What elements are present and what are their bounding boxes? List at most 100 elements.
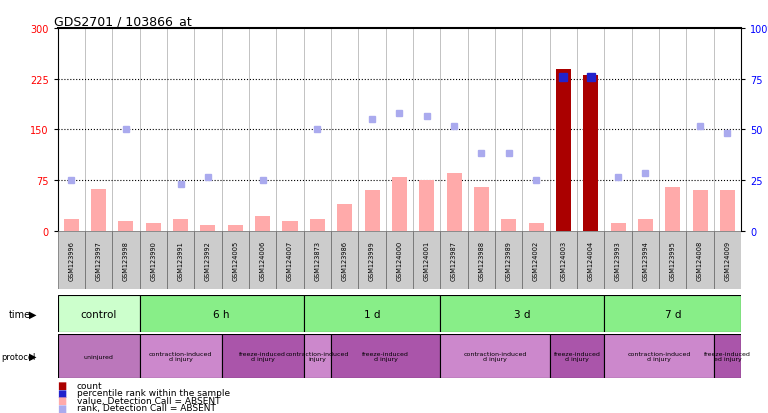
Text: GSM124005: GSM124005 xyxy=(232,240,238,280)
Text: ▶: ▶ xyxy=(29,309,37,319)
FancyBboxPatch shape xyxy=(604,295,741,332)
Bar xyxy=(392,177,407,231)
FancyBboxPatch shape xyxy=(331,231,359,289)
FancyBboxPatch shape xyxy=(303,231,331,289)
FancyBboxPatch shape xyxy=(713,335,741,378)
Text: GSM123988: GSM123988 xyxy=(478,240,485,280)
Text: ■: ■ xyxy=(58,380,67,390)
Text: contraction-induced
d injury: contraction-induced d injury xyxy=(149,351,212,362)
Text: GSM123873: GSM123873 xyxy=(314,240,320,280)
FancyBboxPatch shape xyxy=(58,295,140,332)
Bar xyxy=(583,76,598,231)
FancyBboxPatch shape xyxy=(276,231,303,289)
Text: count: count xyxy=(77,381,102,390)
FancyBboxPatch shape xyxy=(632,231,659,289)
Bar xyxy=(611,223,626,231)
Bar xyxy=(64,219,79,231)
Bar xyxy=(693,191,707,231)
FancyBboxPatch shape xyxy=(140,295,303,332)
FancyBboxPatch shape xyxy=(440,335,550,378)
Text: rank, Detection Call = ABSENT: rank, Detection Call = ABSENT xyxy=(77,403,216,412)
FancyBboxPatch shape xyxy=(687,231,713,289)
FancyBboxPatch shape xyxy=(167,231,194,289)
FancyBboxPatch shape xyxy=(604,231,632,289)
Text: GSM124009: GSM124009 xyxy=(724,240,730,280)
FancyBboxPatch shape xyxy=(140,335,222,378)
Text: GSM124004: GSM124004 xyxy=(588,240,594,280)
FancyBboxPatch shape xyxy=(413,231,440,289)
Text: GSM123996: GSM123996 xyxy=(68,240,74,280)
Text: percentile rank within the sample: percentile rank within the sample xyxy=(77,388,230,397)
Text: contraction-induced
injury: contraction-induced injury xyxy=(286,351,349,362)
Text: freeze-induced
d injury: freeze-induced d injury xyxy=(362,351,409,362)
FancyBboxPatch shape xyxy=(85,231,112,289)
Text: 1 d: 1 d xyxy=(364,309,380,319)
Text: ■: ■ xyxy=(58,388,67,398)
FancyBboxPatch shape xyxy=(140,231,167,289)
FancyBboxPatch shape xyxy=(713,231,741,289)
Text: control: control xyxy=(81,309,117,319)
FancyBboxPatch shape xyxy=(58,231,85,289)
Bar xyxy=(337,204,353,231)
Text: GSM124003: GSM124003 xyxy=(561,240,567,280)
Text: GSM124007: GSM124007 xyxy=(287,240,293,280)
Bar xyxy=(556,69,571,231)
FancyBboxPatch shape xyxy=(194,231,222,289)
FancyBboxPatch shape xyxy=(303,295,440,332)
Text: GSM123991: GSM123991 xyxy=(177,240,184,280)
Text: ▶: ▶ xyxy=(29,351,37,361)
FancyBboxPatch shape xyxy=(468,231,495,289)
FancyBboxPatch shape xyxy=(604,335,713,378)
Bar xyxy=(255,216,270,231)
Text: GSM123992: GSM123992 xyxy=(205,240,211,280)
Text: GSM124000: GSM124000 xyxy=(396,240,402,280)
FancyBboxPatch shape xyxy=(550,231,577,289)
Bar xyxy=(228,226,243,231)
Bar xyxy=(91,190,106,231)
Text: ■: ■ xyxy=(58,395,67,405)
Text: freeze-induced
d injury: freeze-induced d injury xyxy=(554,351,601,362)
FancyBboxPatch shape xyxy=(303,335,331,378)
FancyBboxPatch shape xyxy=(359,231,386,289)
FancyBboxPatch shape xyxy=(577,231,604,289)
FancyBboxPatch shape xyxy=(222,335,303,378)
FancyBboxPatch shape xyxy=(249,231,276,289)
Bar xyxy=(446,174,462,231)
Text: contraction-induced
d injury: contraction-induced d injury xyxy=(627,351,690,362)
Bar xyxy=(720,191,735,231)
FancyBboxPatch shape xyxy=(440,231,468,289)
Text: GSM124006: GSM124006 xyxy=(260,240,266,280)
FancyBboxPatch shape xyxy=(222,231,249,289)
Bar xyxy=(502,219,516,231)
FancyBboxPatch shape xyxy=(495,231,522,289)
FancyBboxPatch shape xyxy=(522,231,550,289)
Bar xyxy=(474,188,489,231)
Bar xyxy=(638,219,653,231)
Bar xyxy=(365,191,379,231)
Text: GSM123999: GSM123999 xyxy=(369,240,375,280)
Text: GSM124001: GSM124001 xyxy=(424,240,430,280)
FancyBboxPatch shape xyxy=(440,295,604,332)
FancyBboxPatch shape xyxy=(659,231,687,289)
Bar xyxy=(528,223,544,231)
Text: freeze-induced
d injury: freeze-induced d injury xyxy=(239,351,286,362)
FancyBboxPatch shape xyxy=(550,335,604,378)
Bar xyxy=(200,226,216,231)
Bar xyxy=(283,221,297,231)
Bar xyxy=(173,219,188,231)
Text: GSM123993: GSM123993 xyxy=(615,240,621,280)
Text: 6 h: 6 h xyxy=(214,309,230,319)
Text: GSM123986: GSM123986 xyxy=(342,240,348,280)
Text: time: time xyxy=(9,309,31,319)
Text: GSM123998: GSM123998 xyxy=(123,240,129,280)
Text: 3 d: 3 d xyxy=(514,309,531,319)
Text: GSM123994: GSM123994 xyxy=(642,240,648,280)
FancyBboxPatch shape xyxy=(331,335,440,378)
Bar xyxy=(118,221,134,231)
Bar xyxy=(310,219,325,231)
FancyBboxPatch shape xyxy=(386,231,413,289)
Bar xyxy=(665,188,680,231)
Text: GSM123997: GSM123997 xyxy=(95,240,101,280)
Text: GSM124002: GSM124002 xyxy=(533,240,539,280)
Text: GSM124008: GSM124008 xyxy=(697,240,703,280)
